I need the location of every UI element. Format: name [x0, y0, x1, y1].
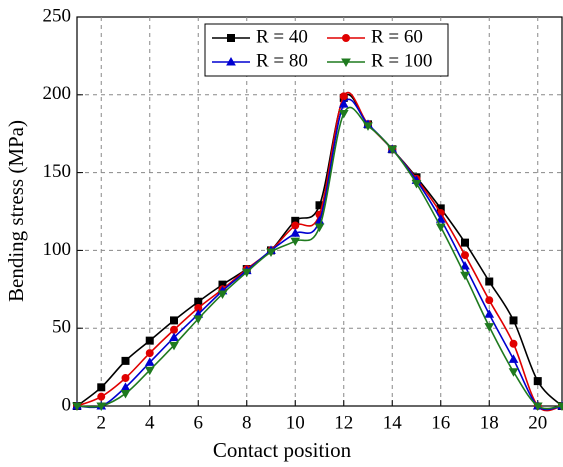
marker	[290, 228, 301, 237]
legend-label: R = 40	[256, 26, 308, 47]
marker	[532, 402, 543, 412]
marker	[241, 268, 252, 278]
marker	[435, 223, 446, 233]
legend-marker	[227, 34, 235, 42]
marker	[508, 368, 519, 377]
x-axis-label: Contact position	[213, 438, 352, 462]
marker	[217, 290, 228, 299]
marker	[290, 237, 301, 247]
marker	[363, 122, 373, 131]
x-tick-label: 4	[145, 412, 155, 433]
marker	[557, 402, 563, 412]
legend-marker	[342, 34, 350, 42]
marker	[484, 323, 495, 332]
legend-label: R = 60	[371, 26, 423, 47]
marker	[170, 316, 178, 325]
series-line	[76, 106, 563, 410]
y-tick-label: 150	[43, 161, 72, 182]
marker	[97, 392, 106, 401]
y-tick-label: 200	[43, 83, 72, 104]
marker	[508, 354, 519, 363]
marker	[509, 339, 518, 348]
x-tick-label: 10	[286, 412, 305, 433]
x-tick-label: 6	[194, 412, 204, 433]
marker	[435, 214, 446, 223]
x-tick-label: 16	[431, 412, 450, 433]
marker	[461, 238, 469, 247]
x-tick-label: 18	[480, 412, 499, 433]
marker	[485, 296, 494, 305]
marker	[314, 223, 325, 233]
y-tick-label: 100	[43, 239, 72, 260]
marker	[484, 309, 495, 318]
marker	[291, 221, 300, 230]
marker	[485, 277, 494, 286]
legend-box	[204, 23, 449, 77]
plot-frame	[76, 16, 563, 407]
marker	[144, 357, 155, 366]
marker	[169, 332, 179, 342]
y-axis-label: Bending stress (MPa)	[4, 120, 28, 302]
marker	[533, 377, 542, 386]
marker	[460, 271, 470, 281]
marker	[338, 99, 349, 108]
legend-marker	[226, 56, 236, 66]
marker	[509, 316, 518, 325]
marker	[144, 366, 155, 376]
x-tick-label: 14	[383, 412, 403, 433]
marker	[387, 145, 398, 155]
series-line	[76, 92, 563, 412]
marker	[72, 402, 82, 412]
y-tick-label: 250	[43, 5, 72, 26]
marker	[411, 179, 422, 189]
marker	[97, 383, 106, 392]
marker	[460, 260, 470, 270]
marker	[121, 373, 130, 382]
marker	[169, 341, 179, 351]
marker	[193, 315, 204, 324]
x-tick-label: 12	[334, 412, 353, 433]
x-tick-label: 20	[528, 412, 547, 433]
series-line	[76, 94, 563, 407]
marker	[266, 248, 276, 257]
y-tick-label: 50	[52, 317, 71, 338]
marker	[339, 92, 348, 101]
marker	[145, 336, 154, 345]
y-tick-label: 0	[62, 394, 72, 415]
marker	[338, 109, 349, 119]
marker	[170, 325, 178, 334]
legend-marker	[341, 58, 351, 68]
marker	[461, 251, 469, 260]
x-tick-label: 8	[242, 412, 252, 433]
legend-label: R = 100	[371, 50, 432, 71]
marker	[145, 349, 154, 358]
marker	[121, 356, 130, 365]
legend: R = 40 R = 60 R = 80 R = 100	[204, 23, 449, 77]
legend-label: R = 80	[256, 50, 308, 71]
series-line	[76, 98, 563, 411]
marker	[120, 390, 131, 399]
x-tick-label: 2	[97, 412, 107, 433]
marker	[96, 402, 107, 412]
